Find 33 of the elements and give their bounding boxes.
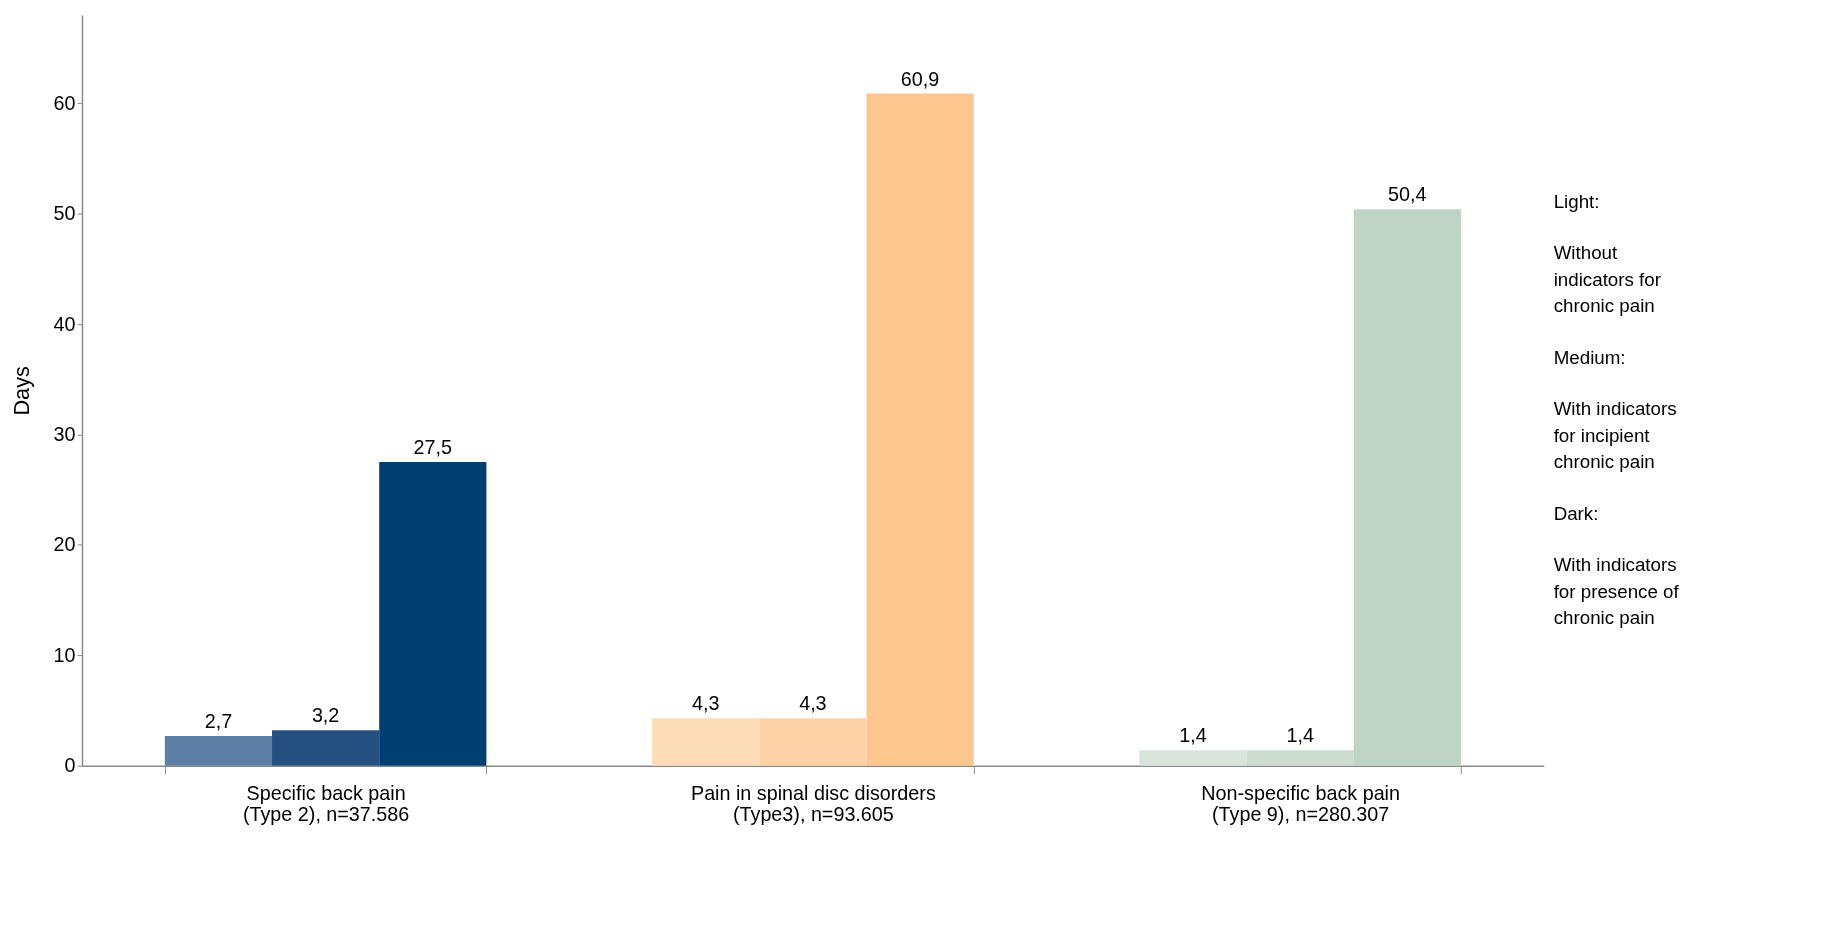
bar <box>652 718 760 766</box>
bar <box>866 93 974 766</box>
y-tick-label: 40 <box>53 312 76 335</box>
data-label: 3,2 <box>311 704 340 727</box>
text: With indicators for presence of chronic pain <box>1553 554 1680 629</box>
text: Without indicators for chronic pain <box>1553 242 1661 317</box>
bar <box>1353 209 1461 766</box>
text: With indicators for incipient chronic pain <box>1553 398 1677 473</box>
bar <box>272 730 380 766</box>
y-tick-label: 50 <box>53 202 76 225</box>
bar <box>379 462 487 766</box>
data-label: 4,3 <box>799 692 827 715</box>
text: Light: <box>1553 190 1600 212</box>
y-tick-label: 30 <box>53 422 76 445</box>
y-tick-label: 20 <box>53 533 76 556</box>
data-label: 1,4 <box>1179 724 1207 747</box>
y-tick-label: 0 <box>64 754 76 777</box>
data-label: 4,3 <box>691 692 720 715</box>
y-axis-title: Days <box>8 365 34 416</box>
bar <box>759 718 867 766</box>
data-label: 27,5 <box>413 436 453 459</box>
text: Dark: <box>1553 502 1599 524</box>
x-tick-label: Pain in spinal disc disorders (Type3), n=93.605 <box>690 781 936 826</box>
y-tick-label: 60 <box>53 91 76 114</box>
data-label: 50,4 <box>1388 183 1427 206</box>
y-tick-label: 10 <box>53 643 76 666</box>
data-label: 60,9 <box>900 67 940 90</box>
data-label: 1,4 <box>1286 724 1314 747</box>
x-tick-label: Specific back pain (Type 2), n=37.586 <box>242 781 410 826</box>
text: Medium: <box>1553 346 1626 368</box>
x-tick-label: Non-specific back pain (Type 9), n=280.307 <box>1201 781 1400 826</box>
bar <box>164 735 273 766</box>
data-label: 2,7 <box>204 709 233 732</box>
